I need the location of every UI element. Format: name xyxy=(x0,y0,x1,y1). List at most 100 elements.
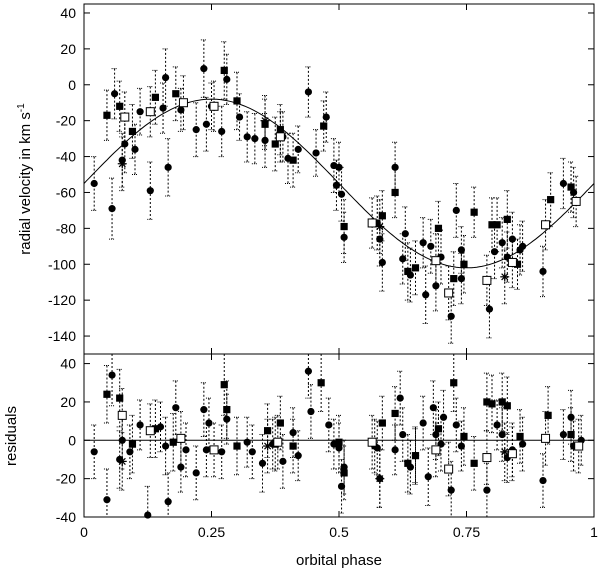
y-tick-label: 0 xyxy=(68,432,76,448)
data-point-circle xyxy=(205,419,213,427)
data-point-open-square xyxy=(117,410,127,420)
data-point-open-square xyxy=(431,256,441,266)
data-point-open-square xyxy=(574,441,584,451)
data-point-open-square xyxy=(178,98,188,108)
data-point-square xyxy=(317,379,325,387)
x-tick-label: 0.25 xyxy=(198,524,225,540)
data-point-open-square xyxy=(571,196,581,206)
data-point-square xyxy=(116,102,124,110)
x-tick-label: 0 xyxy=(80,524,88,540)
data-point-open-square xyxy=(507,257,517,267)
data-point-circle xyxy=(396,394,404,402)
data-point-square xyxy=(233,442,241,450)
data-point-circle xyxy=(307,407,315,416)
y-tick-label: -80 xyxy=(56,220,76,236)
y-tick-label: -20 xyxy=(56,113,76,129)
data-point-square xyxy=(271,140,279,148)
data-point-circle xyxy=(457,442,465,450)
data-point-square xyxy=(503,402,511,410)
data-point-circle xyxy=(439,413,448,421)
data-point-circle xyxy=(90,179,98,188)
data-point-circle xyxy=(332,181,341,189)
data-point-circle xyxy=(90,448,98,456)
data-point-circle xyxy=(424,473,432,481)
data-point-circle xyxy=(162,73,170,82)
data-point-circle xyxy=(304,88,312,96)
data-point-circle xyxy=(337,482,346,490)
x-tick-label: 1 xyxy=(590,524,598,540)
data-point-circle xyxy=(337,190,346,198)
data-point-circle xyxy=(200,65,208,73)
data-point-square xyxy=(220,381,228,389)
data-point-star xyxy=(263,441,273,451)
data-point-open-square xyxy=(541,433,551,443)
data-point-open-square xyxy=(273,437,283,447)
data-point-open-square xyxy=(431,445,441,455)
data-point-square xyxy=(335,438,343,446)
data-point-square xyxy=(223,406,231,414)
data-point-square xyxy=(411,452,420,460)
data-point-square xyxy=(169,438,177,446)
data-point-circle xyxy=(457,246,465,254)
data-point-square xyxy=(483,398,491,406)
data-point-circle xyxy=(121,140,129,148)
data-point-circle xyxy=(243,133,251,141)
data-point-circle xyxy=(126,448,134,456)
data-point-circle xyxy=(419,239,427,247)
data-point-circle xyxy=(376,235,384,243)
data-point-circle xyxy=(136,108,144,116)
data-point-square xyxy=(151,425,159,433)
data-point-circle xyxy=(340,463,348,471)
bottom-error-bars xyxy=(91,353,585,518)
data-point-square xyxy=(391,188,399,197)
data-point-square xyxy=(116,394,124,402)
data-point-circle xyxy=(399,255,407,263)
data-point-square xyxy=(516,432,524,441)
data-point-square xyxy=(220,66,228,75)
data-point-circle xyxy=(559,430,568,439)
data-point-circle xyxy=(519,440,527,448)
top-data-points xyxy=(90,65,581,320)
data-point-circle xyxy=(202,120,210,128)
bottom-data-points xyxy=(90,367,585,519)
data-point-square xyxy=(320,122,328,130)
data-point-square xyxy=(378,212,386,220)
data-point-square xyxy=(503,215,511,223)
data-point-open-square xyxy=(367,437,377,447)
y-tick-label: -140 xyxy=(48,328,76,344)
data-point-circle xyxy=(447,486,455,494)
data-point-circle xyxy=(335,444,343,452)
data-point-circle xyxy=(235,113,244,121)
y-tick-label: 40 xyxy=(60,5,76,21)
data-point-circle xyxy=(177,106,185,114)
data-point-square xyxy=(488,221,496,229)
data-point-star xyxy=(500,272,510,282)
data-point-circle xyxy=(294,145,302,153)
y-tick-label: -120 xyxy=(48,292,76,308)
data-point-circle xyxy=(312,149,320,157)
data-point-circle xyxy=(432,282,440,290)
data-point-open-square xyxy=(507,449,517,459)
data-point-open-square xyxy=(444,464,454,474)
data-point-circle xyxy=(223,75,231,83)
data-point-circle xyxy=(401,230,409,238)
residuals-panel: -40 -20 0 20 40 0 0.25 0.5 0.75 1 residuals orbit… xyxy=(3,353,598,569)
y-tick-label: 40 xyxy=(60,356,76,372)
data-point-circle xyxy=(289,429,297,437)
data-point-circle xyxy=(248,448,256,456)
data-point-square xyxy=(450,275,458,283)
x-tick-label: 0.75 xyxy=(453,524,480,540)
data-point-circle xyxy=(452,421,460,429)
data-point-circle xyxy=(498,239,506,247)
top-axis-ticks: -140 -120 -100 -80 -60 -40 -20 0 20 40 xyxy=(48,4,595,354)
data-point-circle xyxy=(103,496,111,504)
data-point-square xyxy=(276,419,284,427)
data-point-circle xyxy=(559,179,568,188)
data-point-square xyxy=(488,400,496,408)
data-point-square xyxy=(567,430,575,439)
data-point-circle xyxy=(177,463,185,471)
radial-velocity-panel: -140 -120 -100 -80 -60 -40 -20 0 20 40 radial vel… xyxy=(16,3,595,355)
data-point-circle xyxy=(192,126,200,134)
data-point-circle xyxy=(251,135,259,143)
data-point-circle xyxy=(144,511,152,519)
